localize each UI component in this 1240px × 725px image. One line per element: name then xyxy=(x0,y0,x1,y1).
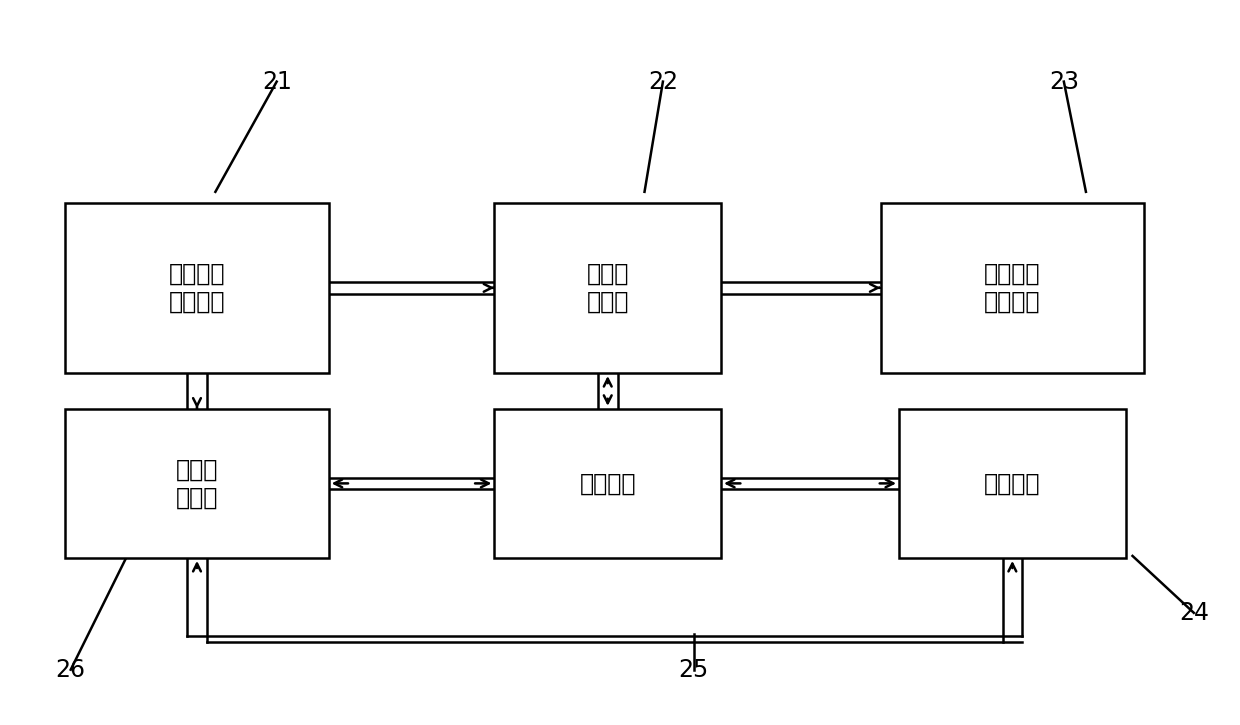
Text: 微程序
控制器: 微程序 控制器 xyxy=(176,457,218,509)
Text: 21: 21 xyxy=(262,70,291,94)
Text: 均流开关: 均流开关 xyxy=(579,471,636,495)
Text: 输出电流
检测单元: 输出电流 检测单元 xyxy=(169,262,226,314)
Text: 22: 22 xyxy=(649,70,678,94)
Bar xyxy=(899,409,1126,558)
Bar xyxy=(880,202,1145,373)
Text: 23: 23 xyxy=(1049,70,1079,94)
Text: 24: 24 xyxy=(1179,601,1209,625)
Text: 25: 25 xyxy=(678,658,709,682)
Text: 均流母线: 均流母线 xyxy=(985,471,1040,495)
Text: 26: 26 xyxy=(56,658,86,682)
Bar xyxy=(495,409,722,558)
Text: 均流调
节单元: 均流调 节单元 xyxy=(587,262,629,314)
Text: 输出电压
调节单元: 输出电压 调节单元 xyxy=(985,262,1040,314)
Bar xyxy=(66,202,329,373)
Bar xyxy=(495,202,722,373)
Bar xyxy=(66,409,329,558)
